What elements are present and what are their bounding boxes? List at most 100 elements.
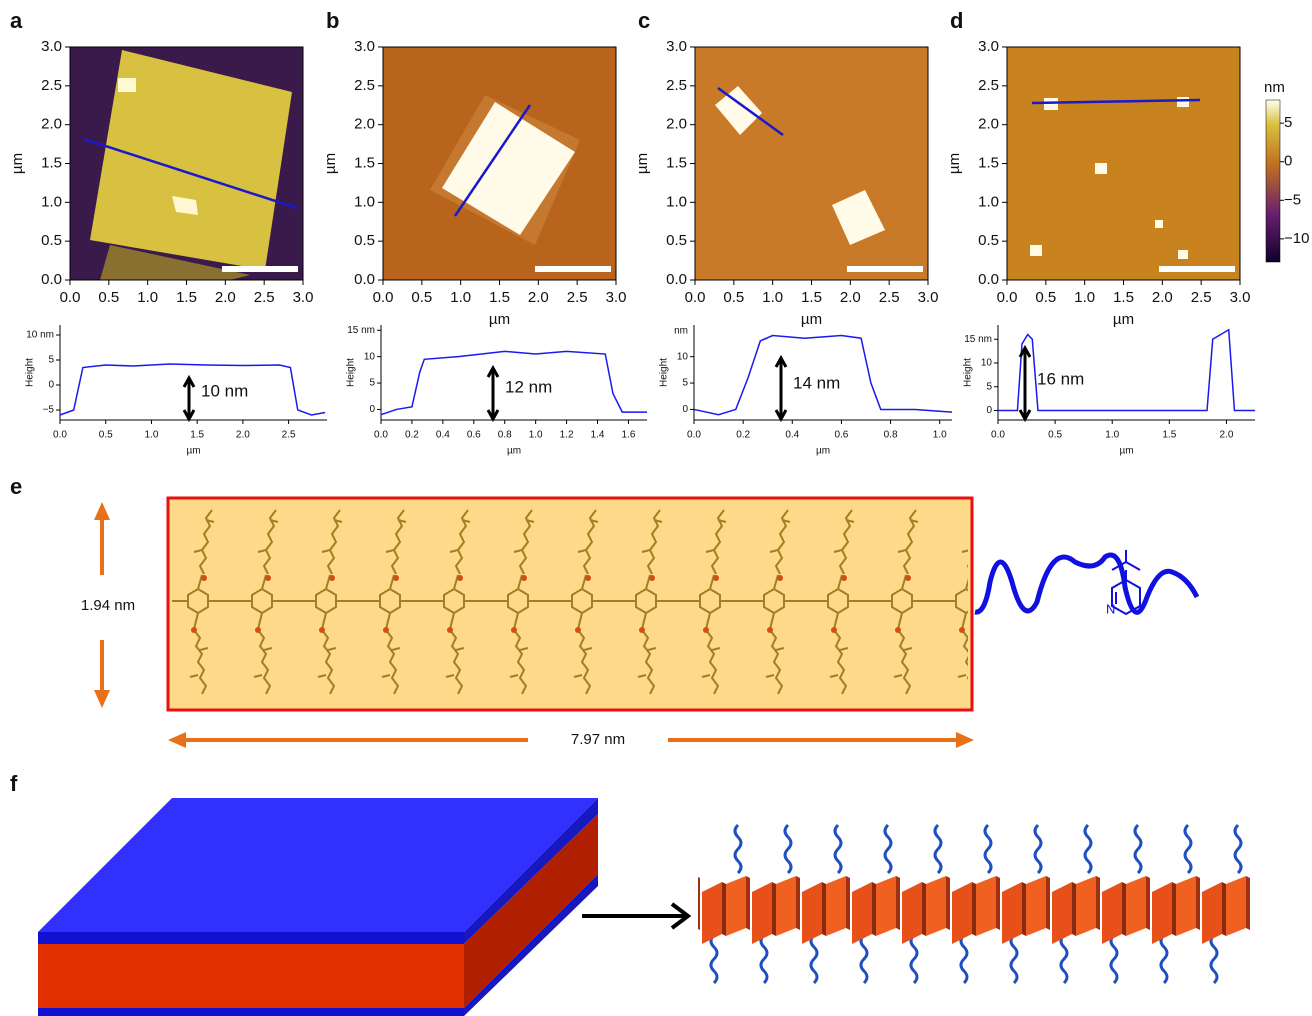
axes	[381, 325, 647, 420]
y-axis-label: µm	[634, 153, 651, 174]
y-tick-label: 15 nm	[964, 334, 992, 345]
stacked-blocks	[698, 820, 1252, 990]
y-tick-label: 3.0	[666, 38, 687, 55]
x-tick-label: 2.0	[840, 289, 861, 306]
y-tick-label: 1.5	[978, 154, 999, 171]
y-tick-label: 10	[677, 351, 689, 362]
x-tick-label: 0.6	[834, 430, 848, 441]
colorbar-tick-label: −5	[1284, 191, 1301, 208]
afm-image-d	[1007, 47, 1240, 280]
y-axis-label: Height	[346, 358, 357, 387]
y-axis-label: Height	[659, 358, 670, 387]
x-tick-label: 0.0	[373, 289, 394, 306]
x-axis-label: µm	[186, 446, 200, 457]
x-tick-label: 1.6	[621, 430, 635, 441]
x-tick-label: 2.0	[528, 289, 549, 306]
x-axis-label: µm	[1113, 311, 1134, 328]
x-axis-label: µm	[816, 446, 830, 457]
y-tick-label: 1.5	[354, 154, 375, 171]
y-tick-label: 3.0	[354, 38, 375, 55]
colorbar-tick-label: 0	[1284, 153, 1292, 170]
x-tick-label: 0.0	[374, 430, 388, 441]
x-axis-label: µm	[507, 446, 521, 457]
x-tick-label: 1.5	[489, 289, 510, 306]
x-tick-label: 0.6	[467, 430, 481, 441]
x-tick-label: 0.5	[1035, 289, 1056, 306]
x-tick-label: 0.2	[736, 430, 750, 441]
y-tick-label: 0	[986, 405, 992, 416]
x-tick-label: 1.0	[137, 289, 158, 306]
x-tick-label: 0.5	[411, 289, 432, 306]
panel-label: a	[10, 8, 23, 33]
y-tick-label: 0	[682, 404, 688, 415]
y-tick-label: 1.5	[41, 154, 62, 171]
y-tick-label: 3.0	[41, 38, 62, 55]
x-tick-label: 1.0	[144, 430, 158, 441]
x-tick-label: 2.5	[567, 289, 588, 306]
colorbar-tick-label: 5	[1284, 114, 1292, 131]
colorbar-tick-label: −10	[1284, 230, 1309, 247]
x-tick-label: 1.5	[801, 289, 822, 306]
height-annotation: 16 nm	[1037, 369, 1084, 388]
panel-label: d	[950, 8, 963, 33]
y-tick-label: 5	[682, 378, 688, 389]
x-tick-label: 0.5	[98, 289, 119, 306]
height-annotation: 12 nm	[505, 377, 552, 396]
x-tick-label: 3.0	[1230, 289, 1251, 306]
y-tick-label: 10	[981, 358, 993, 369]
x-tick-label: 1.0	[529, 430, 543, 441]
y-tick-label: 0.5	[354, 232, 375, 249]
x-tick-label: 2.0	[236, 430, 250, 441]
x-tick-label: 1.0	[1074, 289, 1095, 306]
arrow	[582, 904, 688, 928]
x-tick-label: 2.0	[1152, 289, 1173, 306]
panel-label: e	[10, 474, 22, 499]
polymer-chain	[975, 555, 1197, 612]
y-tick-label: 1.0	[978, 193, 999, 210]
x-tick-label: 0.8	[498, 430, 512, 441]
x-tick-label: 0.5	[723, 289, 744, 306]
y-tick-label: 2.0	[41, 116, 62, 133]
afm-image-b	[383, 47, 616, 280]
y-axis-label: µm	[9, 153, 26, 174]
colorbar	[1266, 100, 1280, 262]
x-tick-label: 0.0	[685, 289, 706, 306]
y-unit: nm	[674, 326, 688, 337]
y-tick-label: 5	[986, 381, 992, 392]
panel-label: c	[638, 8, 650, 33]
y-axis-label: Height	[963, 358, 974, 387]
afm-image-a	[70, 47, 303, 280]
y-axis-label: µm	[946, 153, 963, 174]
x-tick-label: 1.5	[1113, 289, 1134, 306]
y-axis-label: Height	[25, 358, 36, 387]
x-tick-label: 3.0	[606, 289, 627, 306]
x-axis-label: µm	[1119, 446, 1133, 457]
y-tick-label: 2.0	[354, 116, 375, 133]
x-tick-label: 0.0	[60, 289, 81, 306]
y-tick-label: 2.0	[978, 116, 999, 133]
y-tick-label: 1.0	[41, 193, 62, 210]
y-tick-label: 2.5	[354, 77, 375, 94]
x-tick-label: 2.0	[1219, 430, 1233, 441]
x-tick-label: 0.0	[687, 430, 701, 441]
atom-n: N	[1106, 601, 1115, 616]
y-tick-label: 1.0	[354, 193, 375, 210]
x-tick-label: 0.5	[1048, 430, 1062, 441]
height-label: 1.94 nm	[81, 597, 135, 614]
y-tick-label: 1.0	[666, 193, 687, 210]
x-tick-label: 0.5	[99, 430, 113, 441]
y-tick-label: 2.5	[666, 77, 687, 94]
x-tick-label: 3.0	[293, 289, 314, 306]
x-tick-label: 1.2	[560, 430, 574, 441]
y-tick-label: 2.5	[41, 77, 62, 94]
y-tick-label: 2.0	[666, 116, 687, 133]
y-tick-label: 1.5	[666, 154, 687, 171]
y-tick-label: 0.0	[666, 271, 687, 288]
y-tick-label: 15 nm	[347, 325, 375, 336]
x-tick-label: 0.0	[997, 289, 1018, 306]
y-tick-label: 5	[369, 378, 375, 389]
x-tick-label: 1.0	[450, 289, 471, 306]
x-tick-label: 1.5	[176, 289, 197, 306]
x-axis-label: µm	[489, 311, 510, 328]
x-tick-label: 1.0	[933, 430, 947, 441]
